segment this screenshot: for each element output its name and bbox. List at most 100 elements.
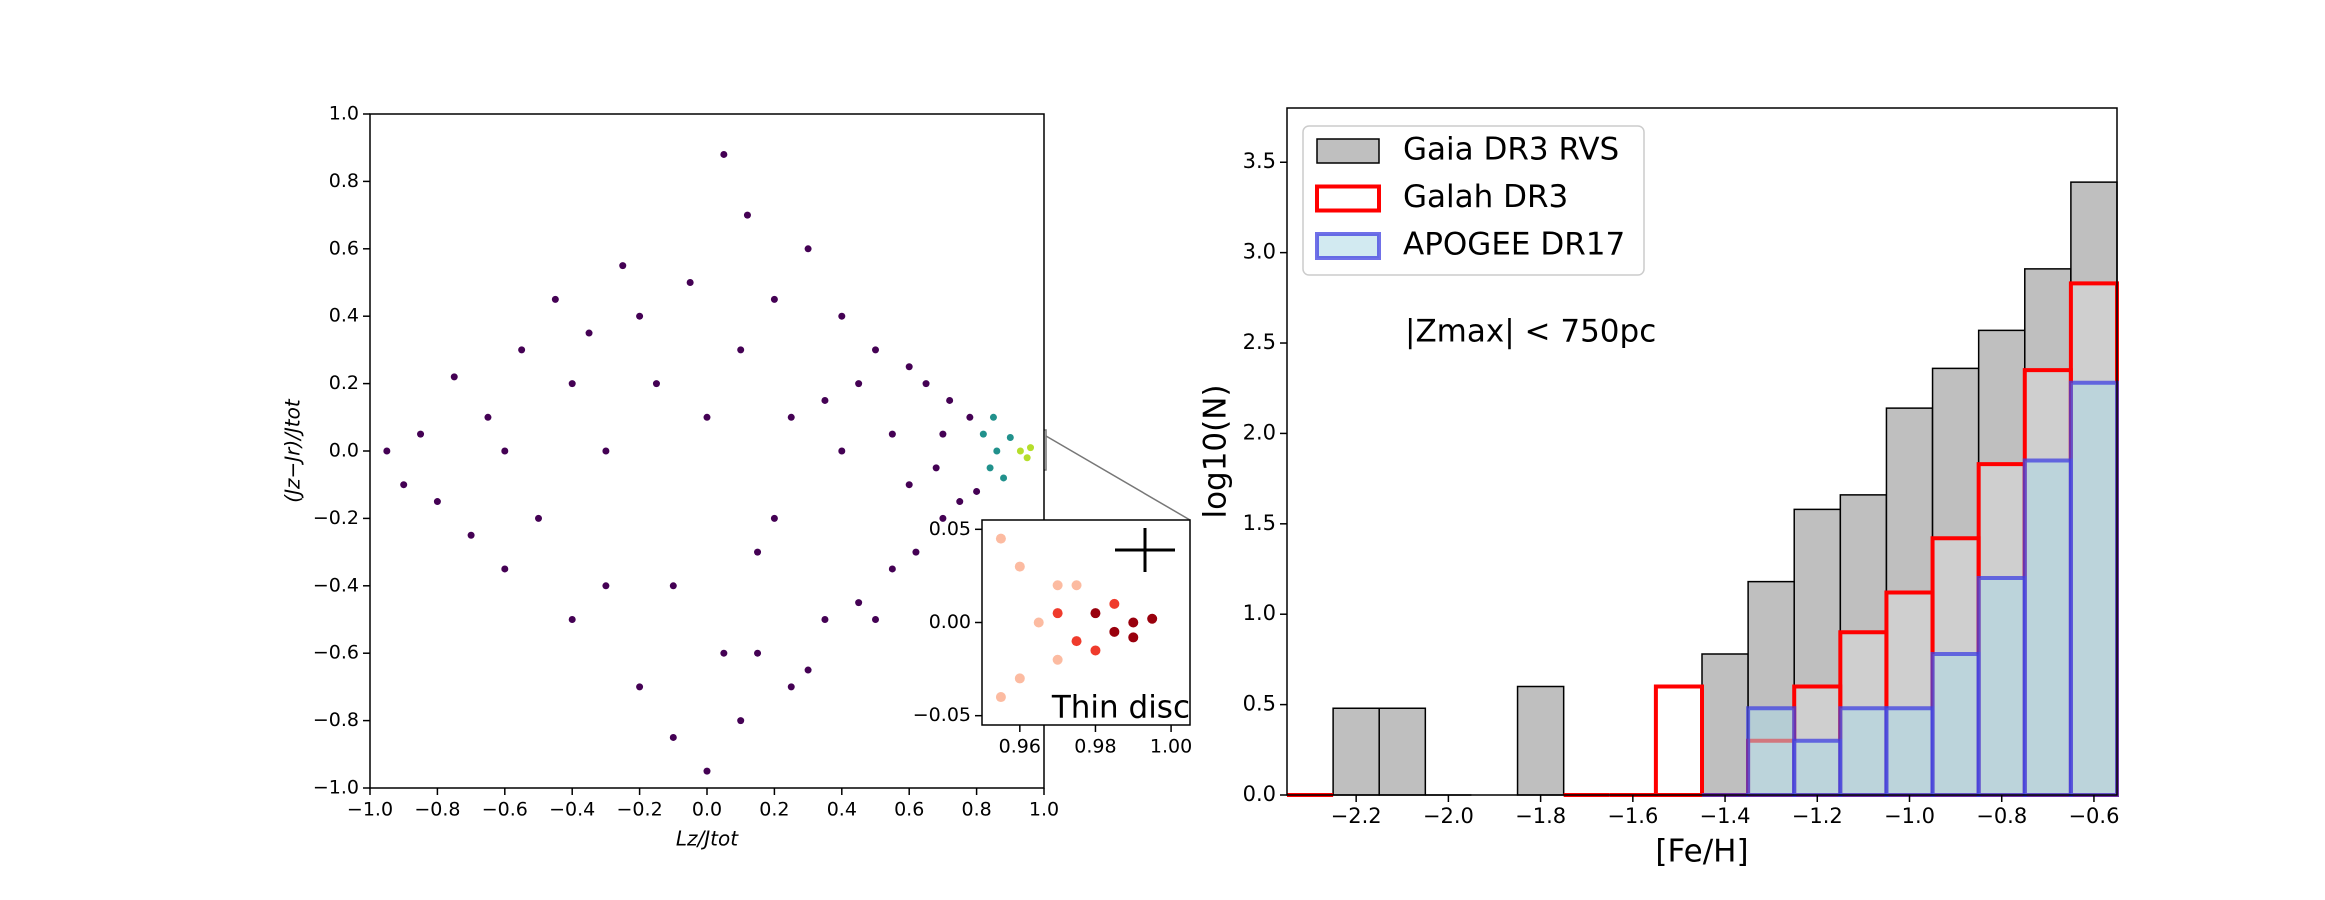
point	[1109, 626, 1120, 637]
y-tick-label: 0.00	[929, 611, 971, 633]
x-tick-label: −1.4	[1700, 804, 1751, 828]
x-tick-label: −2.2	[1331, 804, 1382, 828]
point	[669, 733, 677, 741]
point	[1033, 617, 1044, 628]
point	[804, 666, 812, 674]
point	[973, 487, 981, 495]
point	[1023, 454, 1031, 462]
point	[1128, 617, 1139, 628]
x-tick-label: −0.8	[1976, 804, 2027, 828]
y-tick-label: −0.2	[313, 507, 359, 529]
y-tick-label: 0.2	[329, 372, 359, 394]
x-tick-label: 0.8	[961, 799, 991, 821]
y-tick-label: 3.0	[1243, 240, 1276, 264]
x-tick-label: −0.6	[482, 799, 528, 821]
point	[417, 430, 425, 438]
bar	[1976, 576, 2027, 797]
y-axis-label: (Jz−Jr)/Jtot	[281, 398, 305, 503]
bar	[1332, 707, 1380, 796]
legend-swatch	[1315, 184, 1381, 213]
point	[939, 430, 947, 438]
y-tick-label: 0.6	[329, 237, 359, 259]
point	[467, 531, 475, 539]
point	[1071, 636, 1082, 647]
annotation: Thin disc	[1051, 690, 1190, 726]
x-tick-label: −1.0	[347, 799, 393, 821]
y-tick-label: 1.0	[1243, 601, 1276, 625]
point	[821, 396, 829, 404]
y-tick-label: 1.5	[1243, 511, 1276, 535]
bar	[1930, 651, 1981, 797]
point	[433, 498, 441, 506]
point	[585, 329, 593, 337]
point	[872, 346, 879, 354]
point	[770, 514, 778, 522]
point	[686, 279, 694, 286]
point	[956, 498, 964, 506]
point	[720, 649, 728, 657]
legend-label: Gaia DR3 RVS	[1403, 132, 1619, 168]
point	[821, 616, 829, 623]
point	[979, 430, 987, 438]
y-tick-label: 2.0	[1243, 420, 1276, 444]
x-axis-label: Lz/Jtot	[676, 827, 739, 851]
point	[720, 150, 728, 158]
point	[1014, 673, 1025, 684]
y-axis-label: log10(N)	[1198, 384, 1234, 518]
point	[770, 295, 778, 303]
point	[484, 413, 492, 421]
point	[939, 514, 947, 522]
point	[995, 533, 1006, 544]
y-tick-label: 1.0	[329, 103, 359, 125]
point	[787, 683, 795, 691]
x-tick-label: 0.2	[759, 799, 789, 821]
x-tick-label: 1.0	[1029, 799, 1059, 821]
point	[636, 683, 644, 691]
y-tick-label: 0.05	[929, 518, 971, 540]
y-tick-label: 0.8	[329, 170, 359, 192]
point	[501, 565, 509, 573]
x-tick-label: 0.0	[692, 799, 722, 821]
point	[946, 396, 954, 404]
bar	[1792, 738, 1843, 797]
legend-box	[1302, 125, 1645, 276]
x-tick-label: −1.8	[1515, 804, 1566, 828]
point	[787, 413, 795, 421]
point	[535, 514, 542, 522]
point	[912, 548, 920, 556]
point	[568, 380, 576, 388]
point	[636, 312, 644, 320]
bar	[1516, 685, 1565, 796]
bar	[1884, 706, 1935, 797]
x-tick-label: −0.8	[414, 799, 460, 821]
point	[922, 380, 930, 388]
y-tick-label: 0.0	[329, 440, 359, 462]
point	[383, 447, 391, 455]
x-tick-label: −0.4	[549, 799, 595, 821]
y-tick-label: −0.05	[913, 704, 971, 726]
point	[1027, 444, 1035, 452]
point	[518, 346, 526, 354]
point	[1090, 645, 1101, 656]
point	[838, 312, 846, 320]
point	[989, 413, 997, 421]
y-tick-label: −0.6	[313, 642, 359, 664]
bar	[2022, 458, 2073, 797]
x-tick-label: 0.98	[1074, 736, 1116, 758]
x-tick-label: 0.96	[999, 736, 1041, 758]
point	[669, 582, 677, 590]
point	[703, 413, 711, 421]
legend-label: APOGEE DR17	[1403, 227, 1625, 263]
y-tick-label: 0.5	[1243, 692, 1276, 716]
point	[1147, 613, 1158, 624]
x-tick-label: −0.2	[617, 799, 663, 821]
point	[966, 413, 974, 421]
point	[568, 616, 576, 623]
y-tick-label: −1.0	[313, 777, 359, 799]
point	[838, 447, 846, 455]
point	[932, 464, 940, 472]
bar	[1838, 706, 1889, 797]
y-tick-label: −0.8	[313, 709, 359, 731]
